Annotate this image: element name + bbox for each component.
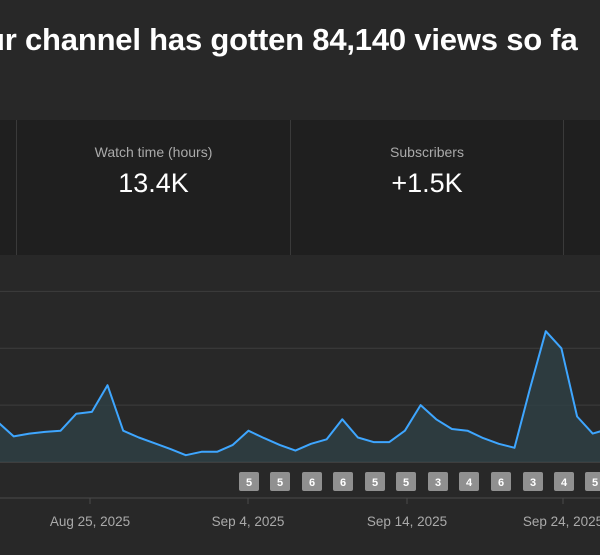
- video-marker-count: 3: [435, 477, 441, 489]
- video-marker-badge: [491, 472, 511, 491]
- video-marker-badge: [396, 472, 416, 491]
- watch-time-label: Watch time (hours): [94, 144, 213, 160]
- x-tick-label: Sep 14, 2025: [367, 514, 447, 529]
- watch-time-value: 13.4K: [118, 168, 189, 198]
- video-marker-count: 5: [246, 477, 252, 489]
- stat-card-next[interactable]: [563, 120, 600, 255]
- video-marker-badge: [585, 472, 600, 491]
- video-marker-badge: [333, 472, 353, 491]
- views-line: [0, 330, 600, 457]
- stats-row: Watch time (hours) 13.4K Subscribers +1.…: [0, 120, 600, 255]
- video-marker-badge: [365, 472, 385, 491]
- subscribers-label: Subscribers: [390, 144, 464, 160]
- stat-card-watch-time[interactable]: Watch time (hours) 13.4K: [16, 120, 290, 255]
- subscribers-value: +1.5K: [391, 168, 463, 198]
- views-chart: 5 5 6 6 5 5 3 4 6 3 4 5 Aug 25, 2025 Sep 4, 2025 Sep 1…: [0, 255, 600, 555]
- video-marker-count: 4: [466, 477, 473, 489]
- chart-svg: 5 5 6 6 5 5 3 4 6 3 4 5 Aug 25, 2025 Sep 4, 2025 Sep 1…: [0, 290, 600, 529]
- video-marker-count: 6: [340, 477, 346, 489]
- stat-card-views[interactable]: [0, 120, 16, 255]
- video-marker-count: 5: [277, 477, 283, 489]
- video-marker-badge: [270, 472, 290, 491]
- x-tick-label: Sep 24, 2025: [523, 514, 600, 529]
- video-marker-count: 5: [592, 477, 598, 489]
- video-marker-badge: [239, 472, 259, 491]
- video-marker-badge: [302, 472, 322, 491]
- video-marker-badge: [428, 472, 448, 491]
- page-headline: ur channel has gotten 84,140 views so fa: [0, 22, 578, 57]
- video-marker-badge: [459, 472, 479, 491]
- video-marker-count: 5: [372, 477, 378, 489]
- video-marker-count: 4: [561, 477, 568, 489]
- x-tick-label: Sep 4, 2025: [212, 514, 285, 529]
- video-marker-count: 6: [498, 477, 504, 489]
- video-marker-count: 5: [403, 477, 409, 489]
- video-marker-badge: [554, 472, 574, 491]
- stat-card-subscribers[interactable]: Subscribers +1.5K: [290, 120, 563, 255]
- video-marker-count: 6: [309, 477, 315, 489]
- video-marker-badge: [523, 472, 543, 491]
- x-tick-label: Aug 25, 2025: [50, 514, 130, 529]
- video-marker-count: 3: [530, 477, 536, 489]
- views-area: [0, 331, 600, 462]
